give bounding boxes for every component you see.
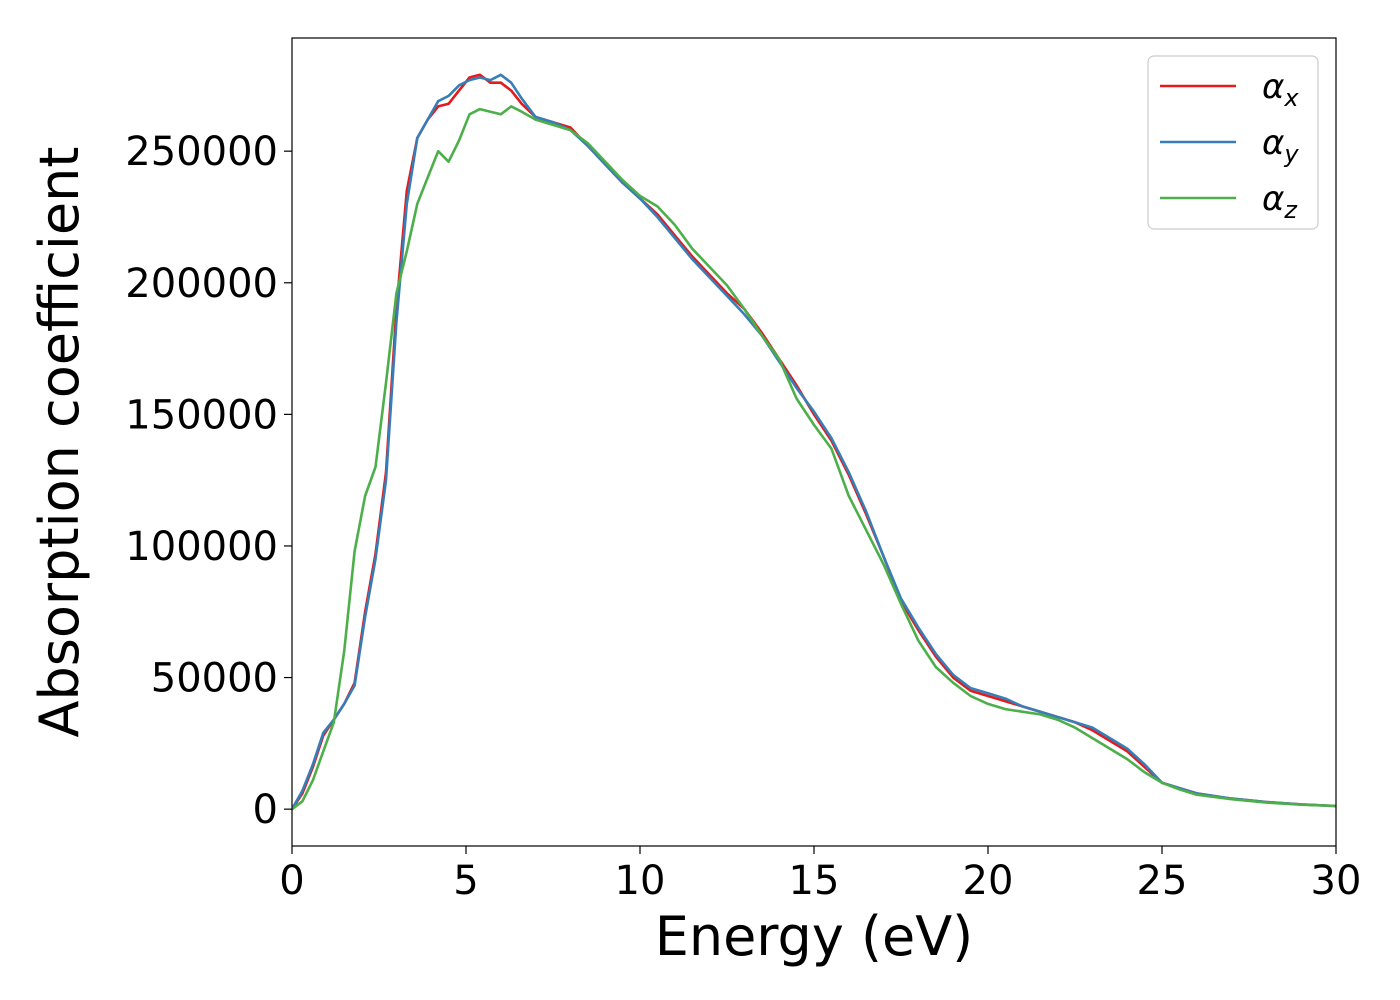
x-tick-label: 10 bbox=[615, 858, 666, 904]
x-tick-label: 30 bbox=[1311, 858, 1362, 904]
y-tick-label: 0 bbox=[253, 787, 278, 833]
x-tick-label: 25 bbox=[1137, 858, 1188, 904]
x-axis: 0 5 10 15 20 25 30 bbox=[279, 846, 1361, 904]
y-tick-label: 100000 bbox=[125, 524, 278, 570]
y-axis-title: Absorption coefficient bbox=[28, 147, 91, 738]
x-tick-label: 15 bbox=[789, 858, 840, 904]
series-line-αy bbox=[292, 73, 1336, 811]
x-tick-label: 0 bbox=[279, 858, 304, 904]
series-line-αz bbox=[292, 105, 1336, 811]
y-tick-label: 50000 bbox=[151, 656, 278, 702]
y-tick-label: 200000 bbox=[125, 261, 278, 307]
x-axis-title: Energy (eV) bbox=[655, 905, 974, 968]
y-axis: 0 50000 100000 150000 200000 250000 bbox=[125, 129, 292, 833]
series-layer bbox=[292, 73, 1336, 811]
x-tick-label: 20 bbox=[963, 858, 1014, 904]
x-tick-label: 5 bbox=[453, 858, 478, 904]
y-tick-label: 250000 bbox=[125, 129, 278, 175]
y-tick-label: 150000 bbox=[125, 392, 278, 438]
